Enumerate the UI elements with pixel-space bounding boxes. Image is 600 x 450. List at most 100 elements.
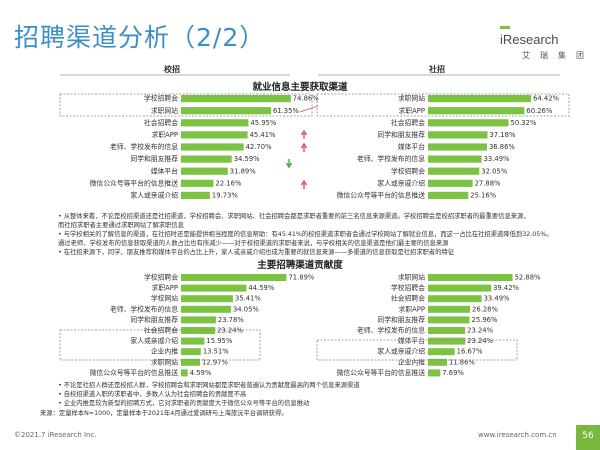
chart1-social-category-label: 学校招聘会	[391, 166, 425, 175]
logo-subtext: 艾瑞集团	[522, 51, 594, 60]
footer-website: www.iresearch.com.cn	[478, 431, 557, 439]
chart2-social-bar	[428, 348, 455, 356]
chart2-campus-highlight-box	[59, 329, 261, 361]
chart2-campus-value-label: 23.24%	[217, 327, 243, 335]
chart1-campus-category-label: 老师、学校发布的信息	[110, 142, 178, 151]
trend-up-icon	[300, 142, 308, 152]
chart1-social-bar	[428, 107, 525, 115]
chart1-campus-category-label: 媒体平台	[151, 166, 178, 175]
chart1-campus-category-label: 社会招聘会	[144, 118, 178, 127]
chart2-campus-bar	[181, 358, 200, 366]
chart2-social-bar	[428, 305, 470, 313]
chart2-campus-value-label: 71.89%	[288, 274, 314, 282]
chart2-social-bar	[428, 327, 466, 334]
logo-mark-icon	[500, 26, 510, 29]
chart2-social-bar	[428, 369, 441, 377]
chart1-campus-bar	[181, 131, 248, 139]
chart2-social-category-label: 学校招聘会	[391, 283, 425, 292]
iresearch-logo: iResearch 艾瑞集团	[500, 26, 590, 66]
chart2-social-value-label: 23.24%	[467, 337, 493, 345]
note-top-1: • 从整体来看，不论是校招渠道还是社招渠道，学校招聘会、求职网站、社会招聘会都是…	[58, 213, 530, 220]
chart1-title: 就业信息主要获取渠道	[252, 81, 348, 93]
chart2-campus-value-label: 35.41%	[235, 295, 261, 303]
chart2-social-value-label: 7.69%	[442, 369, 464, 377]
chart2-campus-category-label: 学校招聘会	[144, 273, 178, 282]
trend-up-icon	[300, 129, 308, 139]
chart1-social-value-label: 50.32%	[511, 119, 537, 127]
chart2-social-bar	[428, 295, 482, 303]
chart2-social-category-label: 企业内推	[398, 357, 425, 366]
chart2-social-value-label: 16.67%	[457, 348, 483, 356]
chart2-social-category-label: 媒体平台	[398, 336, 425, 345]
chart1-campus-bar	[181, 119, 249, 127]
chart2-social-bar	[428, 274, 513, 281]
chart2-campus-category-label: 微信公众号等平台的信息推送	[90, 368, 179, 377]
chart2-social-value-label: 39.42%	[493, 284, 519, 292]
chart2-social-category-label: 同学和朋友推荐	[377, 315, 425, 324]
chart1-social-value-label: 37.18%	[489, 131, 515, 139]
chart2-social-value-label: 33.49%	[484, 295, 510, 303]
chart2-campus-value-label: 34.05%	[233, 305, 259, 313]
chart2-social-value-label: 25.96%	[472, 316, 498, 324]
chart2-campus-value-label: 23.78%	[218, 316, 244, 324]
chart1-social-value-label: 27.88%	[475, 179, 501, 187]
note-top-2: 而社招求职者主要通过求职网站了解求职信息	[58, 222, 184, 229]
chart2-campus-category-label: 社会招聘会	[144, 326, 178, 335]
chart1-campus-value-label: 45.95%	[250, 119, 276, 127]
chart1-campus-category-label: 求职APP	[152, 130, 178, 139]
chart2-social-value-label: 52.88%	[515, 274, 541, 282]
chart1-social-bar	[428, 179, 473, 187]
chart1-social-category-label: 社会招聘会	[391, 118, 425, 127]
chart1-social-bar	[428, 155, 482, 163]
chart2-title: 主要招聘渠道贡献度	[257, 259, 343, 271]
chart2-social-bar	[428, 337, 466, 345]
chart1-social-category-label: 求职网站	[398, 94, 425, 103]
chart1-social-value-label: 64.42%	[533, 95, 559, 103]
chart1-campus-value-label: 31.89%	[230, 167, 256, 175]
chart1-social-bar	[428, 95, 532, 103]
chart1-social-value-label: 25.16%	[470, 192, 496, 200]
chart1-campus-category-label: 求职网站	[151, 106, 178, 115]
chart1-social-bar	[428, 131, 488, 139]
chart2-social-value-label: 23.24%	[467, 327, 493, 335]
chart2-campus-value-label: 13.51%	[203, 348, 229, 356]
chart2-campus-bar	[181, 369, 188, 377]
chart1-campus-category-label: 微信公众号等平台的信息推送	[90, 178, 179, 187]
note-bottom-3: • 企业内推是较为新型的招聘方式，它对求职者的贡献度大于微信公众号等平台的信息推…	[58, 400, 310, 407]
chart2-campus-bar	[181, 305, 231, 313]
chart1-campus-highlight-box	[59, 93, 313, 117]
chart1-campus-bar	[181, 143, 244, 151]
chart1-campus-bar	[181, 155, 232, 163]
chart1-social-bar	[428, 143, 487, 151]
chart2-campus-value-label: 15.95%	[206, 337, 232, 345]
chart1-campus-value-label: 19.73%	[212, 192, 238, 200]
chart2-campus-bar	[181, 316, 216, 324]
source-note: 来源：定量样本N=1000，定量样本于2021年4月通过爱调研与上海旅沅平台调研…	[40, 410, 288, 417]
chart2-campus-category-label: 求职网站	[151, 357, 178, 366]
note-top-5: • 在社招来源下，同学、朋友推荐和媒体平台的占比上升，家人或亲戚介绍也成为重要的…	[58, 249, 455, 256]
chart1-social-category-label: 老师、学校发布的信息	[357, 154, 425, 163]
group-label-campus: 校招	[164, 64, 180, 74]
chart1-social-value-label: 33.49%	[484, 155, 510, 163]
chart2-campus-category-label: 老师、学校发布的信息	[110, 304, 178, 313]
chart2-campus-value-label: 12.97%	[202, 358, 228, 366]
chart2-social-category-label: 老师、学校发布的信息	[357, 326, 425, 335]
logo-text: iResearch	[500, 32, 559, 47]
chart2-social-highlight-box	[316, 339, 518, 361]
chart1-social-highlight-box	[316, 93, 570, 117]
chart1-social-category-label: 微信公众号等平台的信息推送	[337, 191, 426, 200]
chart1-social-value-label: 32.05%	[481, 167, 507, 175]
chart2-campus-value-label: 44.59%	[248, 284, 274, 292]
chart2-social-category-label: 社会招聘会	[391, 294, 425, 303]
chart1-social-category-label: 家人或亲戚介绍	[377, 178, 425, 187]
chart2-social-category-label: 家人或亲戚介绍	[377, 347, 425, 356]
chart1-campus-category-label: 学校招聘会	[144, 94, 178, 103]
chart2-social-bar	[428, 316, 470, 324]
chart2-social-category-label: 求职网站	[398, 273, 425, 282]
chart1-campus-bar	[181, 179, 214, 187]
chart1-campus-bar	[181, 107, 271, 115]
chart2-social-category-label: 微信公众号等平台的信息推送	[337, 368, 426, 377]
chart2-social-category-label: 求职APP	[399, 304, 425, 313]
footer-copyright: ©2021.7 iResearch Inc.	[14, 431, 97, 439]
chart1-social-bar	[428, 167, 480, 175]
